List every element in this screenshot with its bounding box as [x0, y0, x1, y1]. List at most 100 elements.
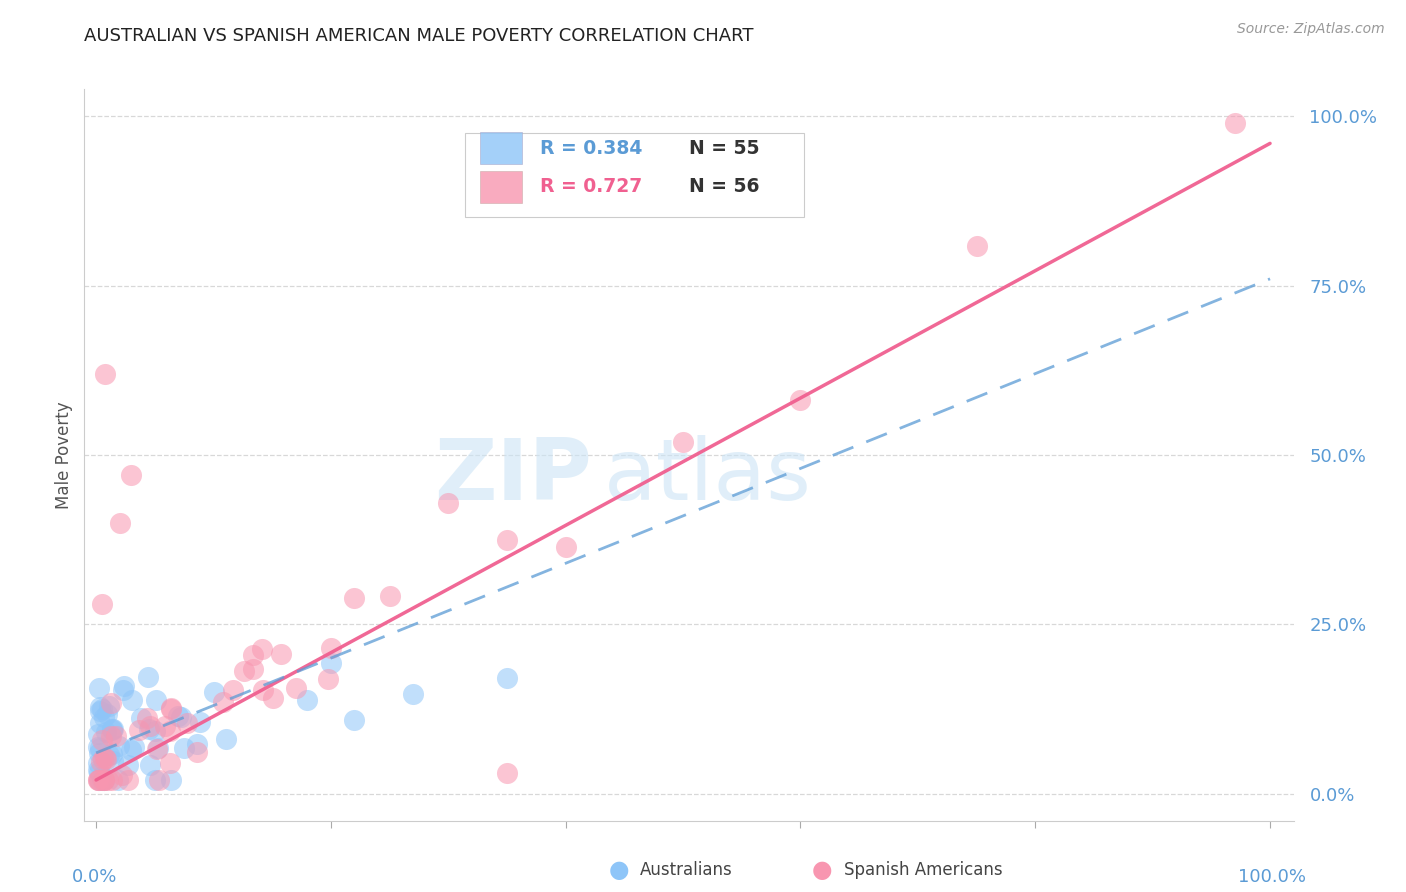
Point [233, 664, 256, 678]
Point [101, 723, 124, 737]
Text: Source: ZipAtlas.com: Source: ZipAtlas.com [1237, 22, 1385, 37]
Text: ●: ● [813, 858, 832, 881]
Point [496, 533, 519, 548]
Point [91, 769, 114, 783]
Point [89, 741, 111, 756]
Point [343, 713, 366, 727]
Point [120, 468, 142, 483]
Point [160, 772, 183, 787]
Point [117, 772, 139, 787]
Point [101, 723, 124, 737]
Text: 100.0%: 100.0% [1237, 868, 1306, 886]
Point [128, 723, 150, 737]
Point [789, 392, 811, 407]
Point [262, 691, 284, 706]
Point [285, 681, 308, 695]
Point [250, 641, 273, 656]
Point [242, 661, 264, 675]
Point [91, 597, 114, 611]
Point [129, 711, 152, 725]
Point [139, 758, 162, 772]
Point [91, 732, 114, 747]
Text: ●: ● [609, 858, 628, 881]
Point [672, 435, 695, 450]
Point [87, 763, 110, 777]
Point [166, 709, 188, 723]
Point [93, 772, 115, 787]
Point [169, 710, 191, 724]
Point [437, 496, 460, 510]
Text: N = 56: N = 56 [689, 178, 759, 196]
Point [139, 719, 162, 733]
Point [159, 724, 181, 739]
Point [242, 648, 264, 662]
Point [159, 701, 181, 715]
Point [108, 516, 131, 530]
Point [93, 772, 115, 787]
Text: AUSTRALIAN VS SPANISH AMERICAN MALE POVERTY CORRELATION CHART: AUSTRALIAN VS SPANISH AMERICAN MALE POVE… [84, 27, 754, 45]
Text: R = 0.384: R = 0.384 [540, 138, 643, 158]
Y-axis label: Male Poverty: Male Poverty [55, 401, 73, 508]
Point [145, 742, 167, 756]
Point [100, 729, 122, 743]
Point [554, 540, 576, 554]
Point [146, 741, 169, 756]
Point [204, 684, 226, 698]
Point [122, 739, 145, 754]
Point [297, 693, 319, 707]
Point [1223, 116, 1246, 130]
Point [96, 706, 118, 721]
Point [87, 765, 110, 780]
Point [91, 752, 114, 766]
Point [91, 701, 114, 715]
Point [148, 772, 170, 787]
Point [176, 716, 198, 731]
Point [117, 758, 139, 772]
Point [496, 766, 519, 780]
Point [316, 673, 339, 687]
Point [101, 747, 124, 761]
Point [112, 683, 135, 698]
Point [87, 772, 110, 787]
Point [186, 745, 208, 759]
Text: Australians: Australians [640, 861, 733, 879]
FancyBboxPatch shape [479, 132, 522, 164]
Point [378, 589, 401, 603]
Point [343, 591, 366, 606]
Point [90, 756, 112, 770]
Point [93, 710, 115, 724]
Point [188, 714, 211, 729]
Point [91, 772, 114, 787]
Point [135, 711, 157, 725]
Point [966, 238, 988, 252]
Point [186, 738, 208, 752]
FancyBboxPatch shape [479, 170, 522, 202]
Text: atlas: atlas [605, 435, 813, 518]
Point [96, 772, 118, 787]
Point [111, 768, 134, 782]
Point [87, 772, 110, 787]
Point [98, 747, 121, 762]
Point [91, 772, 114, 787]
Point [173, 741, 195, 756]
Point [402, 687, 425, 701]
Point [100, 696, 122, 710]
Text: N = 55: N = 55 [689, 138, 759, 158]
Point [107, 772, 129, 787]
Point [100, 772, 122, 787]
Point [87, 726, 110, 740]
Point [89, 715, 111, 730]
Point [104, 729, 127, 743]
Point [112, 679, 135, 693]
Point [89, 700, 111, 714]
Point [319, 640, 342, 655]
Text: ZIP: ZIP [434, 435, 592, 518]
Point [94, 751, 117, 765]
Point [87, 772, 110, 787]
Point [252, 683, 274, 698]
Text: Spanish Americans: Spanish Americans [844, 861, 1002, 879]
Point [108, 739, 131, 753]
Point [138, 722, 160, 736]
Point [87, 772, 110, 787]
Point [94, 367, 117, 381]
